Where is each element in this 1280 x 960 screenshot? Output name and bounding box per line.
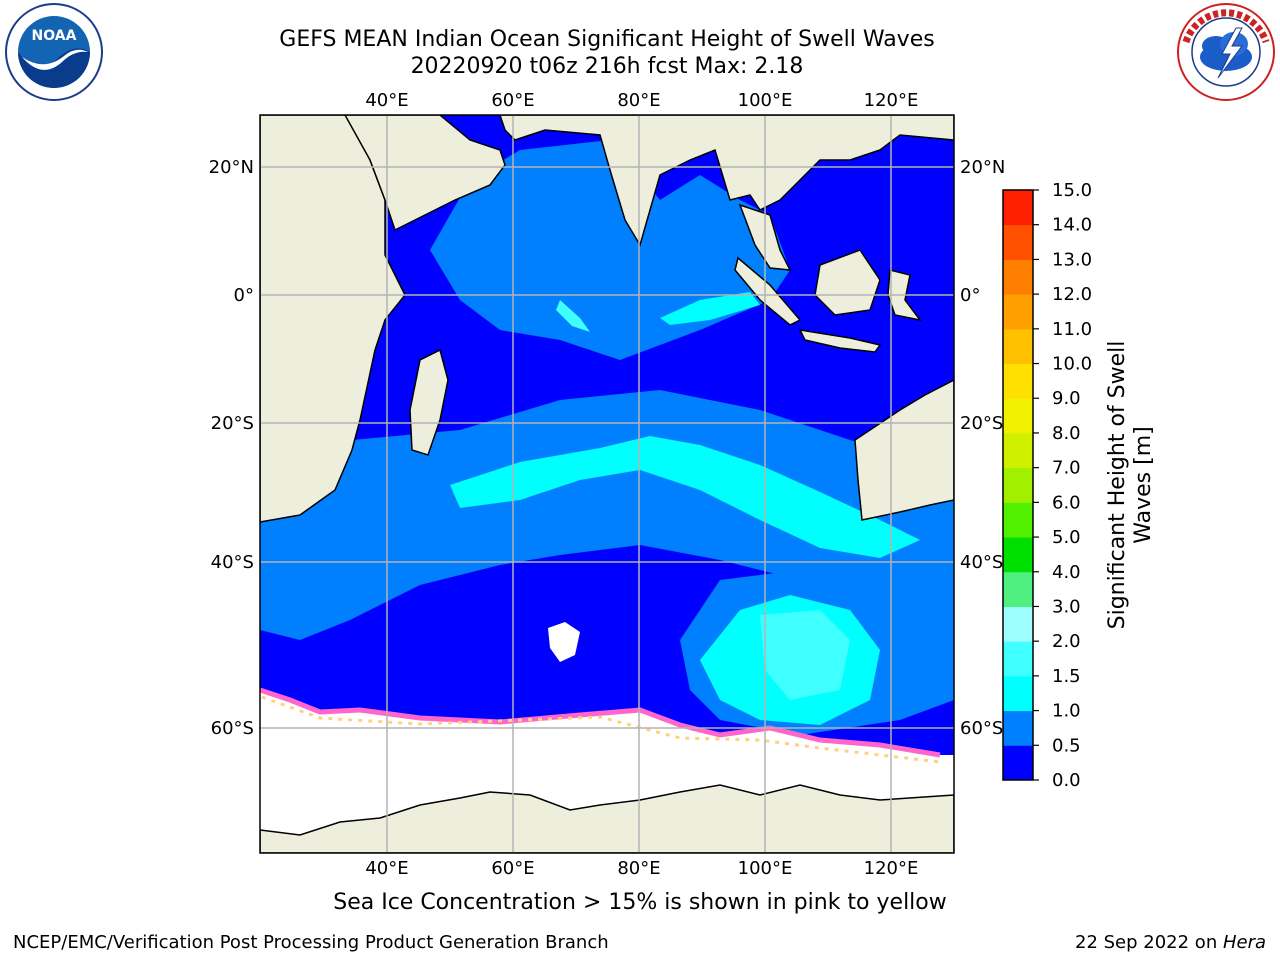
colorbar-segment [1003,328,1033,365]
lat-label-right: 20°S [960,413,1003,434]
lon-label-bottom: 60°E [491,858,534,879]
colorbar-segment [1003,606,1033,642]
colorbar-tick-label: 2.0 [1052,631,1081,652]
lat-label-left: 20°S [211,413,254,434]
colorbar: 0.0 0.5 1.0 1.5 2.0 3.0 4.0 5.0 6.0 7.0 8.0 9.0 10.0… [1002,180,1092,791]
lat-label-left: 20°N [209,157,254,178]
swell-band-high [450,436,920,558]
colorbar-tick-label: 12.0 [1052,284,1092,305]
colorbar-segment [1003,294,1033,330]
colorbar-tick-label: 8.0 [1052,423,1081,444]
colorbar-title-line2: Waves [m] [1131,426,1156,543]
map-subtitle: 20220920 t06z 216h fcst Max: 2.18 [410,54,804,79]
land-kerguelen [548,622,580,662]
colorbar-segment [1003,363,1033,399]
lon-label-bottom: 80°E [617,858,660,879]
land-java [798,329,882,353]
lon-label-top: 80°E [617,90,660,111]
map-panel [260,115,954,853]
noaa-logo-icon: NOAA [5,3,103,101]
colorbar-tick-label: 1.0 [1052,701,1081,722]
swell-band-peak [760,610,850,700]
colorbar-segment [1003,745,1033,781]
lon-label-top: 120°E [864,90,919,111]
land-antarctica [260,784,954,853]
colorbar-tick-label: 1.5 [1052,666,1081,687]
land-sumatra [734,256,802,326]
caption: Sea Ice Concentration > 15% is shown in … [333,890,947,915]
colorbar-tick-label: 14.0 [1052,215,1092,236]
colorbar-tick-label: 0.5 [1052,735,1081,756]
colorbar-segment [1003,259,1033,295]
swell-band-high-patch [556,300,590,332]
colorbar-tick-label: 9.0 [1052,388,1081,409]
colorbar-tick-label: 3.0 [1052,596,1081,617]
colorbar-tick-label: 10.0 [1052,354,1092,375]
land-australia [854,379,954,521]
land-madagascar [409,348,449,456]
colorbar-segment [1003,467,1033,503]
colorbar-segment [1003,432,1033,469]
footer-date: 22 Sep 2022 on Hera [1075,932,1266,953]
colorbar-segment [1003,641,1033,677]
colorbar-title-line1: Significant Height of Swell [1105,341,1130,630]
colorbar-segment [1003,398,1033,434]
colorbar-segment [1003,537,1033,573]
nws-logo-icon [1177,3,1275,101]
graticule [260,115,954,853]
lat-label-left: 0° [234,285,254,306]
lat-label-right: 0° [960,285,980,306]
land-asia [499,115,954,247]
colorbar-tick-label: 7.0 [1052,458,1081,479]
footer-date-text: 22 Sep 2022 on [1075,932,1223,953]
swell-band-mid [260,390,954,650]
lat-label-right: 40°S [960,552,1003,573]
map-title: GEFS MEAN Indian Ocean Significant Heigh… [279,27,935,52]
svg-text:NOAA: NOAA [32,28,77,44]
footer-host: Hera [1222,932,1266,953]
colorbar-segment [1003,710,1033,746]
colorbar-tick-label: 13.0 [1052,249,1092,270]
map-frame [259,114,955,854]
colorbar-segment [1003,571,1033,607]
lon-label-top: 60°E [491,90,534,111]
footer-credit: NCEP/EMC/Verification Post Processing Pr… [13,932,609,953]
land-arabia [344,115,506,232]
colorbar-tick-label: 11.0 [1052,319,1092,340]
colorbar-segment [1003,502,1033,538]
colorbar-tick-label: 6.0 [1052,492,1081,513]
sea-ice-edge [260,687,941,758]
lat-label-left: 60°S [211,718,254,739]
colorbar-segment [1003,190,1033,226]
lon-label-bottom: 120°E [864,858,919,879]
colorbar-tick-label: 5.0 [1052,527,1081,548]
lat-label-left: 40°S [211,552,254,573]
colorbar-segment [1003,675,1033,712]
colorbar-tick-label: 4.0 [1052,562,1081,583]
swell-band-high-north [660,292,760,325]
colorbar-tick-label: 0.0 [1052,770,1081,791]
lon-label-top: 40°E [365,90,408,111]
lon-label-top: 100°E [738,90,793,111]
lat-label-right: 20°N [960,157,1005,178]
colorbar-segment [1003,224,1033,260]
lon-label-bottom: 100°E [738,858,793,879]
colorbar-frame [1002,189,1034,781]
lon-label-bottom: 40°E [365,858,408,879]
lat-label-right: 60°S [960,718,1003,739]
colorbar-tick-label: 15.0 [1052,180,1092,201]
